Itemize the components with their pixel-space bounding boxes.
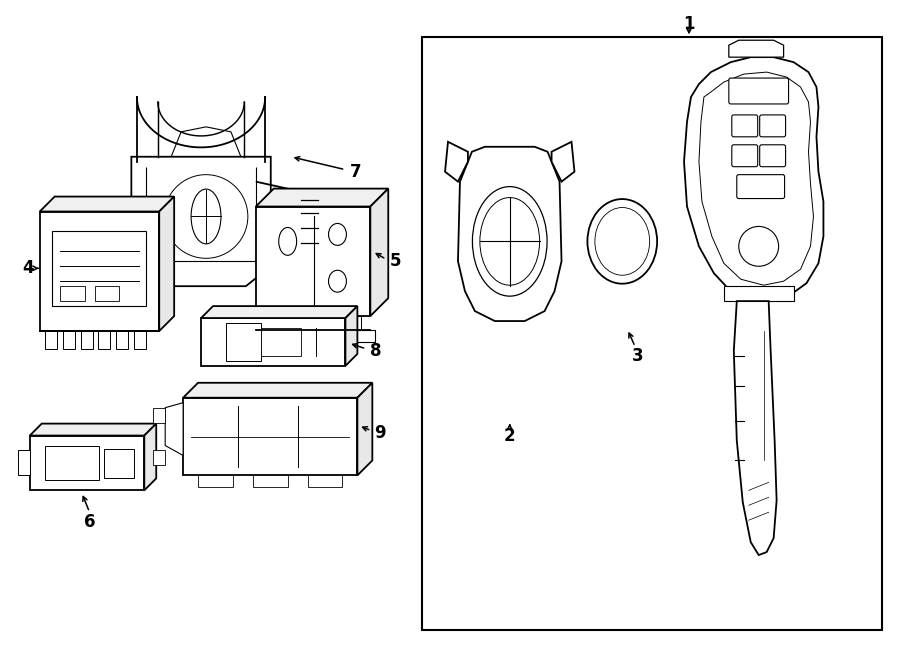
Polygon shape: [699, 72, 814, 285]
Text: 9: 9: [374, 424, 386, 442]
Bar: [292, 316, 310, 330]
Bar: [724, 286, 794, 301]
Bar: [51, 231, 147, 306]
Bar: [18, 451, 30, 475]
Ellipse shape: [328, 270, 346, 292]
Polygon shape: [166, 403, 183, 455]
Bar: [45, 331, 57, 349]
Polygon shape: [30, 424, 157, 436]
Polygon shape: [357, 383, 373, 475]
Polygon shape: [40, 196, 175, 212]
Bar: [318, 316, 336, 330]
Bar: [116, 331, 129, 349]
Bar: [98, 331, 111, 349]
Text: 5: 5: [390, 253, 401, 270]
Bar: [226, 323, 261, 361]
Bar: [45, 446, 100, 481]
Polygon shape: [131, 157, 271, 286]
Bar: [198, 475, 233, 487]
Polygon shape: [552, 142, 574, 182]
Bar: [134, 331, 147, 349]
Polygon shape: [734, 301, 777, 555]
Bar: [81, 331, 93, 349]
Text: 1: 1: [683, 15, 695, 33]
Polygon shape: [458, 147, 562, 321]
Bar: [94, 286, 120, 301]
Bar: [291, 196, 306, 206]
Bar: [422, 37, 882, 630]
Bar: [253, 475, 288, 487]
Bar: [266, 316, 284, 330]
Text: 4: 4: [22, 259, 33, 277]
FancyBboxPatch shape: [732, 145, 758, 167]
FancyBboxPatch shape: [729, 78, 788, 104]
Ellipse shape: [480, 198, 540, 285]
Polygon shape: [370, 188, 388, 316]
FancyBboxPatch shape: [737, 175, 785, 198]
Polygon shape: [729, 40, 784, 57]
Bar: [63, 331, 75, 349]
Bar: [183, 398, 357, 475]
Ellipse shape: [588, 199, 657, 284]
Polygon shape: [159, 196, 175, 331]
Bar: [291, 229, 306, 239]
Polygon shape: [256, 188, 388, 206]
Text: 6: 6: [84, 513, 95, 531]
Bar: [344, 316, 362, 330]
FancyBboxPatch shape: [760, 115, 786, 137]
Ellipse shape: [191, 189, 221, 244]
Bar: [104, 449, 134, 479]
Bar: [153, 408, 166, 422]
Text: 2: 2: [504, 426, 516, 445]
Bar: [201, 318, 346, 366]
Bar: [153, 451, 166, 465]
Bar: [30, 436, 144, 490]
Ellipse shape: [595, 208, 650, 275]
Bar: [251, 330, 375, 342]
Polygon shape: [144, 424, 157, 490]
Text: 7: 7: [349, 163, 361, 180]
Ellipse shape: [472, 186, 547, 296]
Polygon shape: [183, 383, 373, 398]
Bar: [256, 206, 370, 316]
Polygon shape: [445, 142, 468, 182]
Circle shape: [739, 227, 778, 266]
FancyBboxPatch shape: [760, 145, 786, 167]
Text: 3: 3: [632, 347, 643, 365]
Ellipse shape: [279, 227, 297, 255]
Text: 8: 8: [370, 342, 381, 360]
Polygon shape: [346, 306, 357, 366]
Bar: [308, 475, 343, 487]
Circle shape: [143, 268, 159, 284]
Bar: [40, 212, 159, 331]
Ellipse shape: [328, 223, 346, 245]
Bar: [59, 286, 85, 301]
FancyBboxPatch shape: [732, 115, 758, 137]
Polygon shape: [201, 306, 357, 318]
Bar: [261, 328, 301, 356]
Polygon shape: [684, 57, 824, 301]
Bar: [291, 212, 306, 223]
